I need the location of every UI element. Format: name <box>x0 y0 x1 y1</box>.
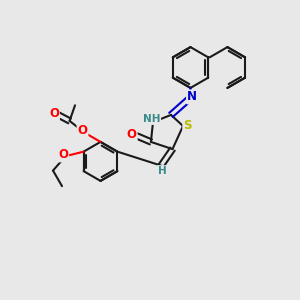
Text: NH: NH <box>143 114 160 124</box>
Text: H: H <box>158 166 166 176</box>
Text: O: O <box>127 128 137 141</box>
Text: O: O <box>49 106 59 120</box>
Text: O: O <box>58 148 68 161</box>
Text: O: O <box>77 124 88 137</box>
Text: N: N <box>187 90 197 104</box>
Text: S: S <box>183 119 192 132</box>
